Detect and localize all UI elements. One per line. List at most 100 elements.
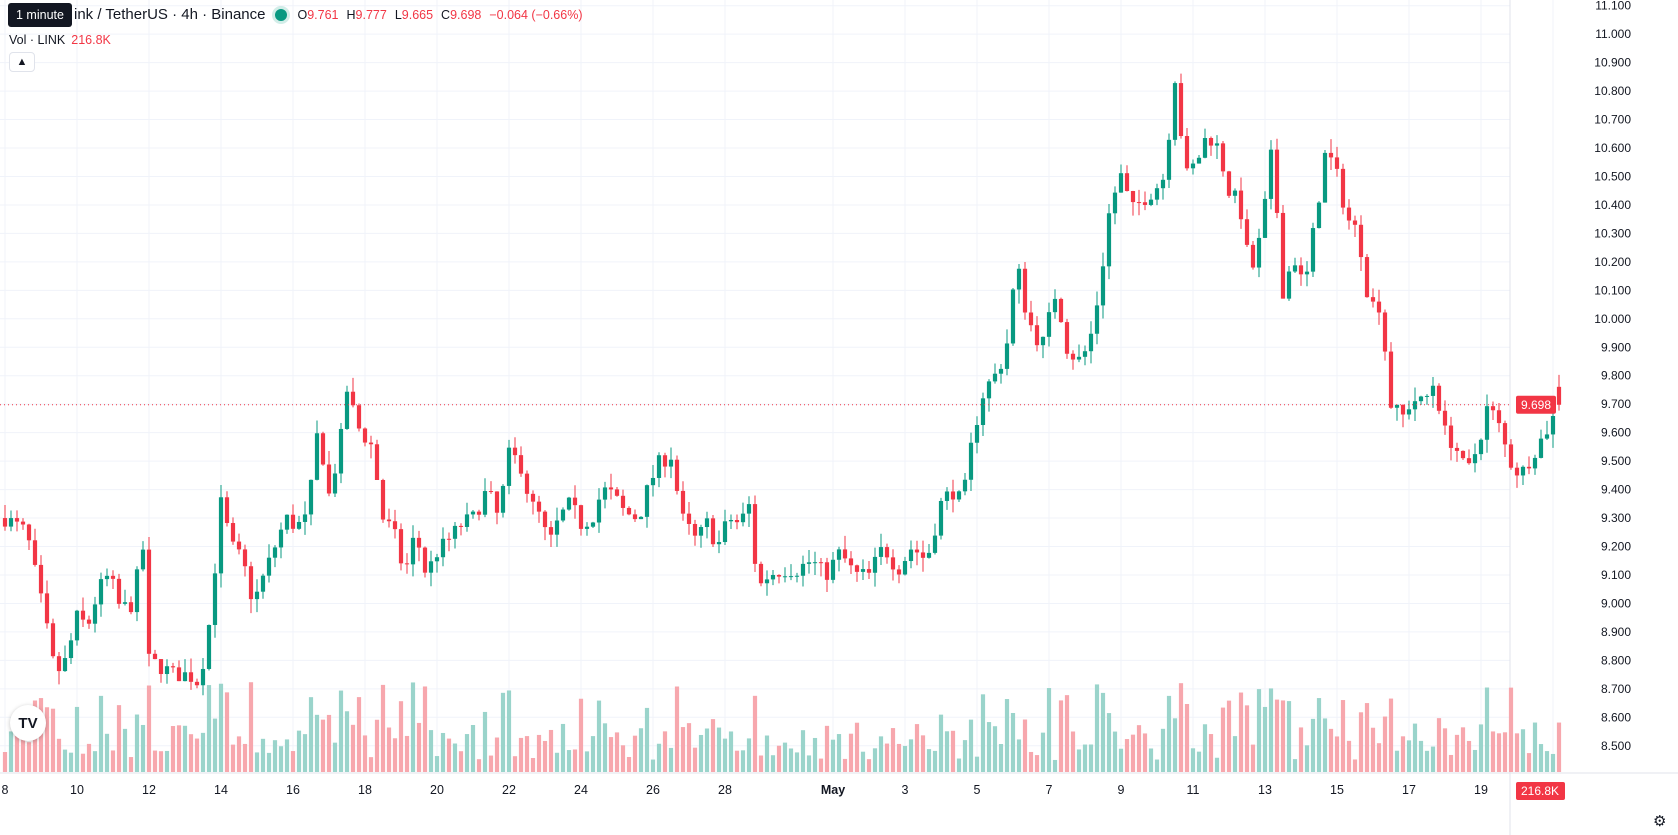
volume-bar — [758, 755, 764, 772]
volume-bar — [416, 722, 422, 772]
candle-body — [1124, 173, 1130, 192]
volume-bar — [1406, 740, 1412, 772]
volume-bar — [1316, 698, 1322, 772]
volume-bar — [1004, 699, 1010, 772]
candle-body — [38, 564, 44, 594]
last-price-label: 9.698 — [1521, 398, 1551, 412]
candle-body — [1046, 312, 1052, 337]
volume-bar — [1382, 716, 1388, 772]
candle-body — [722, 521, 728, 543]
volume-bar — [794, 752, 800, 772]
open-value: 9.761 — [307, 7, 339, 22]
candle-body — [698, 527, 704, 536]
volume-bar — [680, 727, 686, 772]
candle-body — [350, 391, 356, 406]
candle-body — [1310, 228, 1316, 272]
price-tick-label: 10.200 — [1594, 255, 1631, 269]
volume-bar — [824, 725, 830, 772]
candle-body — [626, 507, 632, 515]
volume-bar — [410, 682, 416, 772]
collapse-legend-button[interactable]: ▲ — [9, 52, 35, 72]
candle-body — [2, 518, 8, 527]
symbol-title[interactable]: ink / TetherUS · 4h · Binance — [74, 6, 266, 23]
volume-bar — [200, 732, 206, 772]
volume-bar — [668, 747, 674, 772]
price-tick-label: 10.500 — [1594, 169, 1631, 183]
candle-body — [140, 549, 146, 570]
volume-bar — [1088, 744, 1094, 772]
volume-bar — [1160, 728, 1166, 772]
market-status-icon[interactable] — [275, 8, 288, 21]
volume-bar — [440, 732, 446, 772]
candle-body — [254, 591, 260, 600]
volume-bar — [476, 759, 482, 772]
time-tick-label: 13 — [1258, 783, 1272, 797]
candle-body — [656, 455, 662, 478]
volume-bar — [20, 733, 26, 772]
tradingview-logo-icon[interactable]: TV — [10, 705, 46, 741]
price-tick-label: 10.400 — [1594, 198, 1631, 212]
volume-bar — [524, 736, 530, 772]
settings-gear-icon[interactable]: ⚙ — [1653, 813, 1667, 830]
candle-body — [842, 549, 848, 559]
volume-bar — [2, 751, 8, 772]
volume-bar — [272, 740, 278, 772]
volume-bar — [50, 708, 56, 772]
candle-body — [974, 425, 980, 443]
time-tick-label: 9 — [1118, 783, 1125, 797]
candle-body — [806, 562, 812, 564]
candle-body — [20, 521, 26, 525]
last-volume-label: 216.8K — [1521, 784, 1559, 798]
volume-bar — [314, 714, 320, 772]
time-axis[interactable]: 810121416182022242628May3579111315171921 — [2, 783, 1560, 797]
volume-bar — [170, 726, 176, 772]
candle-body — [68, 640, 74, 659]
candle-body — [518, 455, 524, 474]
candle-body — [920, 552, 926, 558]
volume-bar — [884, 743, 890, 772]
candle-body — [416, 537, 422, 548]
volume-bar — [44, 707, 50, 772]
volume-bar — [398, 701, 404, 772]
candle-body — [938, 500, 944, 536]
volume-bar — [1340, 700, 1346, 772]
volume-bar — [848, 733, 854, 772]
candle-body — [902, 561, 908, 575]
volume-bar — [980, 694, 986, 772]
volume-bar — [656, 743, 662, 772]
candle-body — [1550, 415, 1556, 435]
volume-label[interactable]: Vol · LINK — [9, 33, 66, 47]
candle-body — [506, 447, 512, 486]
candle-body — [782, 576, 788, 578]
candle-body — [716, 542, 722, 545]
volume-bar — [68, 752, 74, 772]
candle-body — [1364, 257, 1370, 298]
candle-body — [278, 529, 284, 548]
volume-bar — [1526, 753, 1532, 772]
price-tick-label: 10.100 — [1594, 283, 1631, 297]
volume-bar — [1028, 751, 1034, 772]
candle-body — [548, 527, 554, 535]
candle-body — [488, 491, 494, 493]
candle-body — [1460, 450, 1466, 459]
volume-bar — [1208, 734, 1214, 772]
candle-body — [1538, 438, 1544, 458]
volume-bar — [698, 734, 704, 772]
candle-body — [818, 562, 824, 564]
volume-bar — [536, 734, 542, 772]
volume-bar — [674, 686, 680, 772]
candle-body — [440, 538, 446, 558]
candle-body — [890, 557, 896, 570]
candle-body — [320, 433, 326, 465]
candle-body — [362, 428, 368, 443]
candle-body — [668, 459, 674, 467]
candle-body — [824, 562, 830, 580]
candle-body — [1076, 356, 1082, 360]
price-tick-label: 8.800 — [1601, 653, 1631, 667]
volume-bar — [1112, 731, 1118, 772]
volume-bar — [548, 729, 554, 772]
price-axis[interactable]: 11.100 11.000 10.900 10.800 10.700 10.600 10.5… — [1594, 0, 1631, 753]
volume-bar — [746, 738, 752, 772]
candle-body — [194, 681, 200, 686]
